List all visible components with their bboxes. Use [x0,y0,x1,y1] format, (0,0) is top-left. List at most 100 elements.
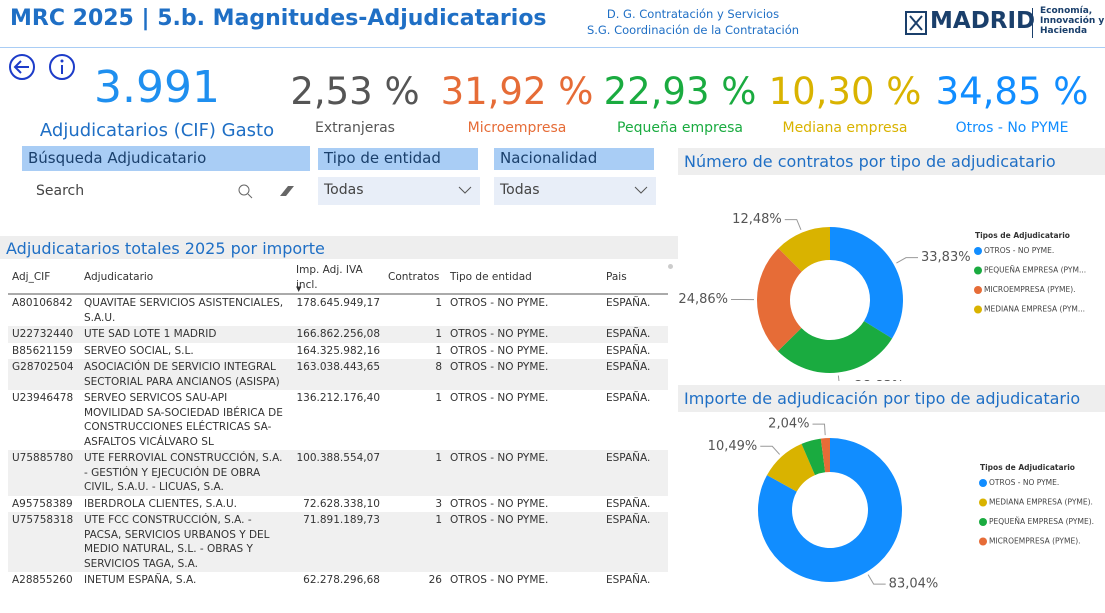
kpi-value: 34,85 % [935,70,1089,113]
table-cell: 1 [384,512,446,572]
divider [1032,8,1033,38]
legend-label: OTROS - NO PYME. [984,246,1054,255]
legend-marker [979,537,987,546]
data-label: 2,04% [768,417,809,432]
donut-chart: 33,83% 28,83% 24,86% 12,48% Tipos de Adjudic… [678,212,1086,381]
table-row: G28702504 ASOCIACIÓN DE SERVICIO INTEGRAL… [8,359,668,390]
table-cell: UTE SAD LOTE 1 MADRID [80,326,292,343]
table-cell: IBERDROLA CLIENTES, S.A.U. [84,497,238,510]
kpi-value: 31,92 % [440,70,594,113]
search-icons [238,184,294,199]
legend-label: MEDIANA EMPRESA (PYME). [989,498,1093,507]
header-rule [0,47,1105,48]
filter-label: Nacionalidad [494,148,654,170]
kpi-value: 22,93 % [603,70,757,113]
filter-label: Búsqueda Adjudicatario [22,146,310,171]
table-cell: A28855260 [12,574,73,586]
legend-label: MICROEMPRESA (PYME). [989,537,1081,546]
table-cell: OTROS - NO PYME. [450,497,549,510]
search-box[interactable]: Search [22,178,310,206]
kpi-label: Microempresa [467,120,567,136]
scrollbar[interactable] [668,264,673,269]
org: D. G. Contratación y Servicios S.G. Coor… [560,6,826,38]
slice [778,227,830,272]
legend-marker [979,518,987,526]
dropdown-value: Todas [324,182,364,198]
kpi-label: Otros - No PYME [955,120,1069,136]
table-row: A28855260 INETUM ESPAÑA, S.A. 62.278.296,6… [8,572,668,589]
page-title: MRC 2025 | 5.b. Magnitudes-Adjudicatario… [10,6,547,31]
department-line: Economía, [1040,6,1093,16]
department: Economía, Innovación y Hacienda [1040,6,1104,36]
legend-marker [974,305,982,314]
table-cell: 178.645.949,17 [296,297,381,309]
logo-text: MADRID [930,8,1036,34]
data-label: 28,83% [855,379,905,381]
table-cell: ESPAÑA. [606,297,651,309]
table-row: U75758318 UTE FCC CONSTRUCCIÓN, S.A. - PA… [8,512,668,572]
kpi-label: Mediana empresa [782,120,908,136]
table-cell: OTROS - NO PYME. [446,326,602,343]
table-cell: QUAVITAE SERVICIOS ASISTENCIALES, S.A.U. [84,297,284,324]
table-cell: U75885780 [8,450,80,496]
table-cell: ASOCIACIÓN DE SERVICIO INTEGRAL SECTORIA… [80,359,292,390]
table-cell: 163.038.443,65 [292,359,384,390]
leader-line [812,423,826,436]
leader-line [760,445,781,455]
data-label: 24,86% [678,292,728,307]
table-cell: ESPAÑA. [602,450,668,496]
kpi-label: Pequeña empresa [617,120,743,136]
table: Adj_CIF Adjudicatario Imp. Adj. IVA incl. ▼… [8,262,668,589]
table-cell: 1 [435,344,442,357]
kpi-value: 10,30 % [768,70,922,113]
chart-title: Número de contratos por tipo de adjudica… [678,148,1105,175]
leader-line [867,574,886,585]
table-cell: ESPAÑA. [602,326,668,343]
donut-chart: 83,04% 10,49% 2,04% Tipos de Adjudicatario O… [708,417,1094,592]
table-cell: ESPAÑA. [606,392,651,404]
data-label: 12,48% [732,212,782,227]
table-cell: OTROS - NO PYME. [446,512,602,572]
sort-arrow: ▼ [296,284,302,293]
column-header: Contratos [384,262,446,295]
dropdown[interactable]: Todas [318,177,480,205]
leader-line [837,375,840,381]
slice [820,438,830,473]
eraser-icon[interactable] [280,186,294,196]
slice [758,438,902,582]
legend-label: MICROEMPRESA (PYME). [984,285,1076,294]
kpi-value: 2,53 % [290,70,420,113]
leader-line [784,219,802,230]
table-row: A80106842 QUAVITAE SERVICIOS ASISTENCIALE… [8,294,668,326]
kpi-value: 3.991 [94,62,220,113]
back-button[interactable] [9,54,35,80]
slice [830,227,903,339]
table-row: U75885780 UTE FERROVIAL CONSTRUCCIÓN, S.A… [8,450,668,496]
table-cell: SERVEO SERVICOS SAU-API MOVILIDAD SA-SOC… [84,392,283,448]
legend-marker [974,266,982,275]
slice [801,438,826,476]
table-cell: ESPAÑA. [606,497,651,510]
column-header: Tipo de entidad [446,262,602,295]
data-label: 10,49% [708,439,758,454]
table-cell: OTROS - NO PYME. [450,574,549,586]
table-cell: 1 [384,450,446,496]
table-row: A95758389 IBERDROLA CLIENTES, S.A.U. 72.62… [8,496,668,513]
dropdown[interactable]: Todas [494,177,656,205]
department-line: Hacienda [1040,26,1088,36]
table-cell: U23946478 [12,392,74,404]
table-cell: A80106842 [12,297,73,309]
legend-label: OTROS - NO PYME. [989,478,1059,487]
legend-label: PEQUEÑA EMPRESA (PYM... [984,266,1086,275]
table-cell: 1 [435,392,442,404]
legend-title: Tipos de Adjudicatario [980,463,1075,472]
legend-marker [974,247,982,255]
logo-icon [905,11,927,35]
table-cell: OTROS - NO PYME. [450,344,549,357]
legend-marker [974,286,982,294]
info-button[interactable] [49,54,75,80]
table-cell: 62.278.296,68 [303,574,380,586]
table-cell: 1 [384,326,446,343]
table-cell: OTROS - NO PYME. [450,297,549,309]
data-label: 33,83% [921,250,971,265]
